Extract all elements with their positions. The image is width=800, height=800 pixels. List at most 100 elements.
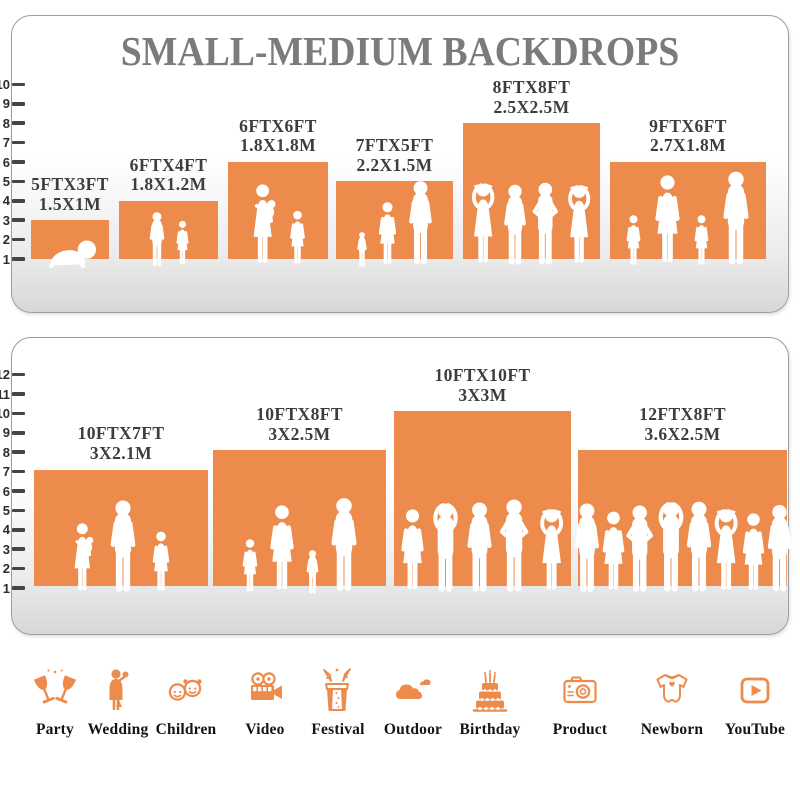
axis-tick-label: 3 <box>2 212 10 228</box>
people-silhouette-group <box>573 501 793 595</box>
backdrop-bar-12ftx8ft <box>574 450 791 592</box>
person-silhouette-man <box>330 498 357 591</box>
people-silhouette-group <box>44 238 97 269</box>
person-silhouette-girl <box>152 531 170 591</box>
backdrop-bar-5ftx3ft <box>31 220 109 269</box>
axis-tick-label: 1 <box>2 580 10 596</box>
axis-tick <box>12 140 25 145</box>
category-label: Newborn <box>640 721 704 738</box>
axis-tick-label: 2 <box>2 232 10 248</box>
backdrop-size-label: 10FTX8FT 3X2.5M <box>256 404 343 444</box>
axis-tick <box>12 257 25 261</box>
party-icon <box>33 669 77 704</box>
people-silhouette-group <box>356 180 433 268</box>
size-meters-text: 1.5X1M <box>38 193 102 214</box>
person-silhouette-girl <box>694 215 709 265</box>
axis-tick <box>12 469 25 474</box>
backdrop-bar-10ftx8ft <box>213 450 386 594</box>
size-feet-text: 7FTX5FT <box>355 135 434 156</box>
size-feet-text: 6FTX4FT <box>129 154 208 175</box>
people-silhouette-group <box>241 497 358 595</box>
axis-tick <box>12 102 25 106</box>
axis-tick-label: 7 <box>2 135 10 151</box>
people-silhouette-group <box>250 184 306 268</box>
axis-tick <box>12 218 25 222</box>
category-item-birthday: Birthday <box>445 666 535 739</box>
backdrop-size-label: 7FTX5FT 2.2X1.5M <box>356 136 434 175</box>
backdrop-size-label: 10FTX7FT 3X2.1M <box>78 424 165 463</box>
birthday-icon <box>472 670 508 712</box>
backdrop-size-label: 6FTX4FT 1.8X1.2M <box>129 154 208 195</box>
product-icon <box>563 676 597 704</box>
backdrop-size-label: 10FTX10FT 3X3M <box>435 366 531 405</box>
person-silhouette-girl <box>242 539 257 592</box>
axis-tick <box>12 566 25 571</box>
person-silhouette-boy <box>149 212 164 267</box>
axis-tick-label: 5 <box>2 173 10 189</box>
axis-tick <box>12 199 25 203</box>
axis-tick <box>12 160 25 164</box>
category-item-video: Video <box>220 666 310 739</box>
axis-tick-label: 4 <box>2 522 10 538</box>
axis-tick-label: 9 <box>2 425 10 441</box>
category-label: Wedding <box>87 721 149 738</box>
panel-small-medium: SMALL-MEDIUM BACKDROPS 5FTX3FT 1.5X1M 6FTX… <box>11 15 789 313</box>
category-label: Outdoor <box>383 721 443 738</box>
people-silhouette-group <box>148 212 189 268</box>
backdrop-size-label: 5FTX3FT 1.5X1M <box>31 174 109 214</box>
size-meters-text: 3X2.1M <box>89 443 153 464</box>
axis-tick-label: 7 <box>2 464 10 480</box>
backdrop-bar-9ftx6ft <box>610 162 766 265</box>
axis-tick <box>12 547 25 551</box>
wedding-icon <box>109 669 129 710</box>
people-silhouette-group <box>470 182 593 268</box>
backdrop-bar-10ftx7ft <box>34 469 208 592</box>
size-feet-text: 10FTX10FT <box>434 365 531 386</box>
size-feet-text: 12FTX8FT <box>639 404 726 425</box>
size-feet-text: 10FTX8FT <box>256 404 343 425</box>
person-silhouette-man <box>466 502 492 592</box>
people-silhouette-group <box>626 171 751 268</box>
person-silhouette-man <box>574 503 599 592</box>
backdrop-bar-8ftx8ft <box>463 123 600 265</box>
panel-medium-large: 10FTX7FT 3X2.1M 10FTX8FT 3X2.5M 10FTX10FT 3X3… <box>11 337 791 635</box>
category-item-youtube: YouTube <box>710 666 800 739</box>
person-silhouette-woman <box>269 505 294 590</box>
size-feet-text: 8FTX8FT <box>492 77 571 98</box>
person-silhouette-woman <box>602 511 624 590</box>
axis-tick <box>12 489 25 493</box>
person-silhouette-man-hips <box>532 182 558 265</box>
category-label: Product <box>552 721 608 738</box>
backdrop-bar-10ftx10ft <box>394 411 571 592</box>
person-silhouette-toddler <box>356 232 367 267</box>
person-silhouette-woman-head <box>471 183 494 263</box>
outdoor-icon <box>396 679 431 699</box>
person-silhouette-woman <box>400 509 424 590</box>
people-silhouette-group <box>72 500 171 595</box>
person-silhouette-man <box>503 184 526 265</box>
category-item-newborn: Newborn <box>627 666 717 739</box>
person-silhouette-man <box>110 500 136 592</box>
axis-tick-label: 8 <box>2 115 10 131</box>
axis-tick-label: 6 <box>2 483 10 499</box>
backdrop-bar-6ftx6ft <box>228 162 328 264</box>
category-item-outdoor: Outdoor <box>368 666 458 739</box>
person-silhouette-man-hips <box>625 505 653 592</box>
size-meters-text: 2.7X1.8M <box>649 135 727 156</box>
person-silhouette-girl <box>626 215 641 265</box>
size-meters-text: 2.2X1.5M <box>356 154 433 175</box>
person-silhouette-man-head <box>658 502 683 592</box>
axis-tick <box>12 431 25 435</box>
size-meters-text: 1.8X1.8M <box>239 135 317 156</box>
axis-tick <box>12 508 25 513</box>
person-silhouette-woman-baby <box>253 184 276 263</box>
category-item-party: Party <box>10 666 100 739</box>
axis-tick-label: 2 <box>2 561 10 577</box>
person-silhouette-woman-head <box>714 509 738 590</box>
category-label: Festival <box>311 721 365 738</box>
axis-tick-label: 12 <box>0 367 10 383</box>
axis-tick <box>12 411 25 416</box>
person-silhouette-man <box>686 501 711 592</box>
axis-tick-label: 1 <box>2 251 10 267</box>
